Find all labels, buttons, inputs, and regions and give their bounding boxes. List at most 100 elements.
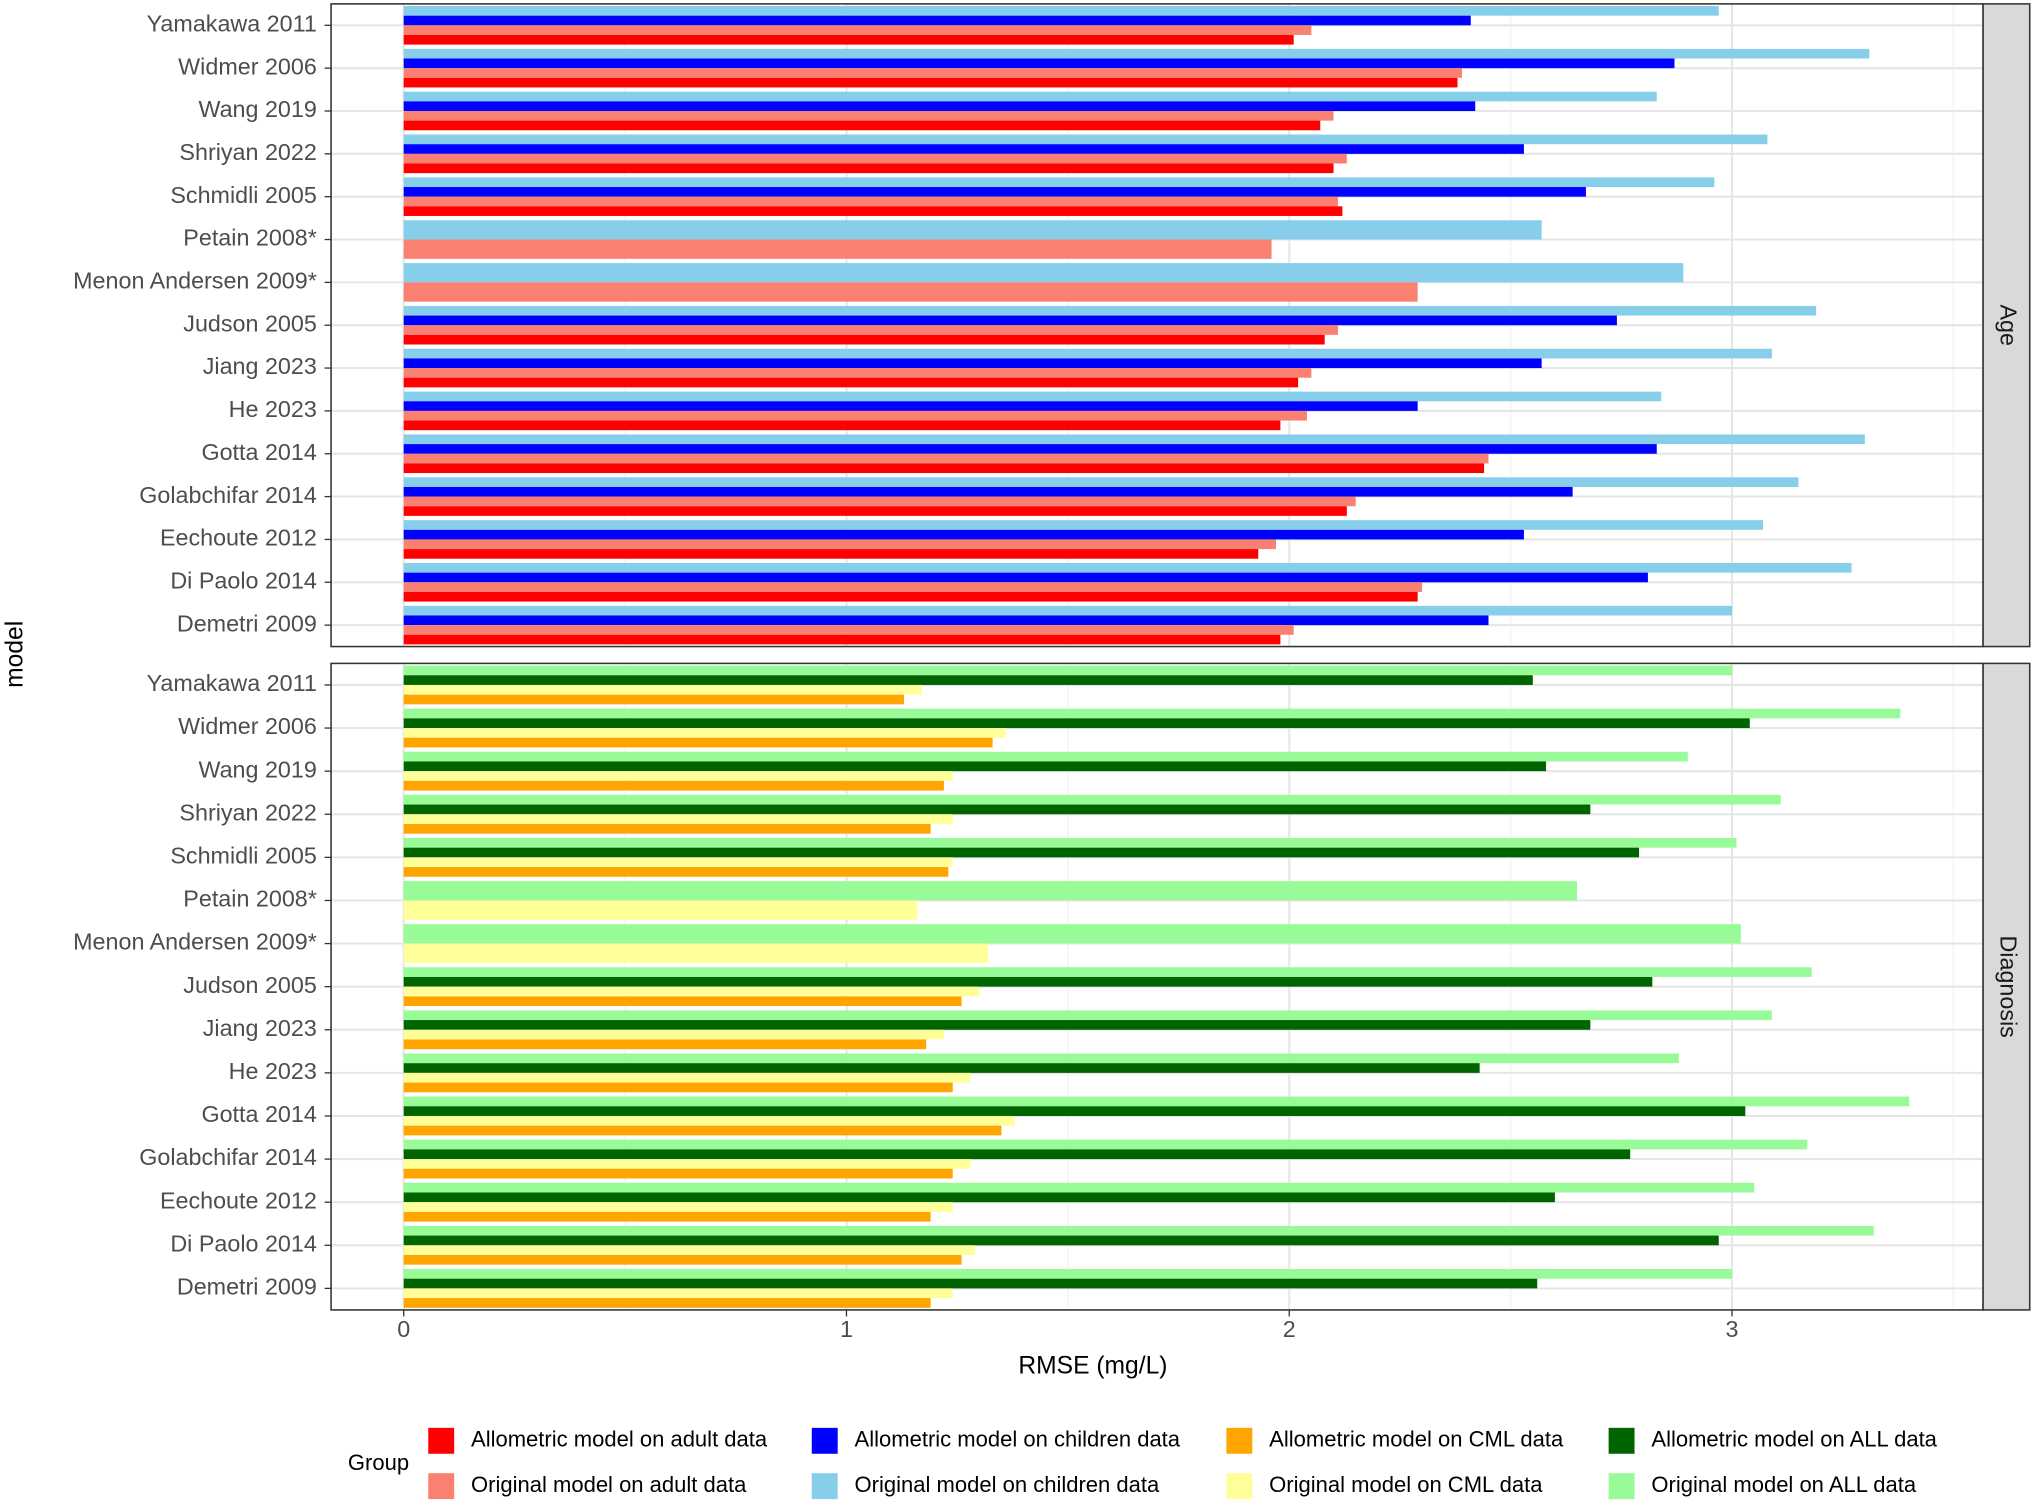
legend-label: Original model on ALL data [1651,1472,1917,1497]
bar [403,1082,953,1093]
bar [403,153,1347,164]
y-tick-label: Shriyan 2022 [179,139,316,165]
y-tick-label: Shriyan 2022 [179,799,316,825]
y-tick-label: Golabchifar 2014 [139,482,317,508]
y-axis-title: model [2,621,29,688]
bar [403,675,1533,685]
bar [403,520,1764,530]
bar [403,1149,1631,1160]
bar [403,315,1617,326]
bar [403,239,1272,259]
bar [403,15,1471,26]
bar [403,391,1662,402]
x-tick-label: 3 [1726,1316,1739,1342]
y-tick-label: Schmidli 2005 [170,843,316,869]
bar [403,1010,1772,1021]
legend-label: Allometric model on adult data [471,1427,768,1452]
bar [403,529,1524,540]
bar [403,737,993,748]
legend-title: Group [348,1450,409,1475]
bar [403,263,1684,283]
y-tick-label: Demetri 2009 [177,610,317,636]
facet-strip [1982,3,2031,648]
bar [403,694,905,705]
bar [403,881,1578,901]
bar [403,924,1741,944]
bar [403,615,1489,626]
bar [403,1053,1679,1064]
bar [403,572,1648,583]
bar [403,1096,1910,1107]
bar [403,453,1489,464]
bar [403,1288,953,1299]
bar [403,420,1281,431]
bar [403,1125,1002,1136]
bar [403,1245,975,1255]
bar [403,77,1458,88]
bar [403,967,1812,977]
bar [403,134,1768,145]
bar [403,206,1343,216]
bar [403,25,1312,35]
bar [403,728,1006,738]
bar [403,857,953,868]
y-tick-label: Widmer 2006 [178,53,317,79]
bar [403,847,1640,858]
facet-label: Diagnosis [1995,935,2021,1037]
bar [403,358,1542,369]
y-tick-label: Eechoute 2012 [160,525,317,551]
bar [403,986,980,997]
bar [403,1278,1538,1289]
bar [403,220,1542,240]
facet-label: Age [1995,304,2021,345]
bar [403,1039,927,1050]
y-tick-label: Eechoute 2012 [160,1187,317,1213]
y-tick-label: Judson 2005 [183,972,317,998]
bar [403,823,931,834]
bar [403,282,1418,302]
bar [403,1235,1719,1246]
bar [403,434,1865,445]
bar [403,794,1781,805]
bar [403,1192,1555,1203]
y-tick-label: He 2023 [229,1058,317,1084]
y-tick-label: Schmidli 2005 [170,182,316,208]
bar [403,177,1715,188]
legend-label: Allometric model on children data [855,1427,1181,1452]
bar [403,1139,1808,1150]
y-tick-label: Demetri 2009 [177,1274,317,1300]
bar [403,1063,1480,1073]
x-tick-label: 1 [840,1316,853,1342]
x-tick-label: 2 [1283,1316,1296,1342]
bar [403,91,1657,102]
bar [403,684,922,695]
bar [403,334,1325,345]
y-tick-label: Widmer 2006 [178,713,317,739]
legend-label: Original model on adult data [471,1472,747,1497]
bar [403,120,1321,131]
bar [403,325,1338,335]
bar [403,1182,1755,1193]
legend-label: Original model on CML data [1269,1472,1543,1497]
bar [403,591,1418,602]
bar [403,101,1476,111]
bar [403,539,1276,550]
y-tick-label: Yamakawa 2011 [147,10,317,36]
bar [403,6,1719,16]
bar [403,163,1334,174]
bar [403,486,1573,497]
bar [403,477,1799,487]
bar [403,867,949,877]
y-tick-label: Petain 2008* [183,225,317,251]
bar [403,68,1462,78]
bar [403,410,1307,421]
bar [403,144,1524,154]
legend-key [1226,1427,1253,1454]
bar [403,110,1334,121]
bar [403,563,1852,573]
y-tick-label: Jiang 2023 [203,353,317,379]
y-tick-label: Gotta 2014 [201,1101,316,1127]
bar [403,804,1591,815]
bar [403,814,953,824]
bar [403,1225,1874,1236]
